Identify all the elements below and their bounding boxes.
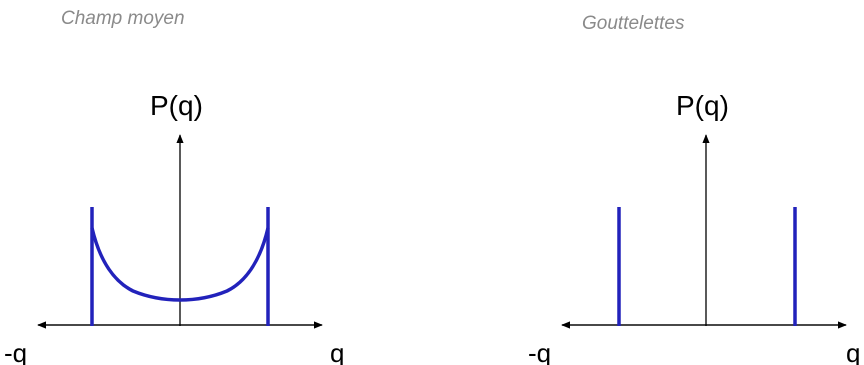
y-axis-label-right-panel: P(q) <box>676 90 729 121</box>
distribution-curve-mean-field <box>90 207 270 326</box>
panel-left: P(q) -q q <box>4 90 344 365</box>
x-axis-label-negative: -q <box>4 338 27 365</box>
x-axis-label-positive-right-panel: q <box>846 338 860 365</box>
y-axis-label: P(q) <box>150 90 203 121</box>
panel-right: P(q) -q q <box>528 90 860 365</box>
panel-title-gouttelettes: Gouttelettes <box>582 13 685 34</box>
x-axis-label-negative-right-panel: -q <box>528 338 551 365</box>
x-axis-label-positive: q <box>330 338 344 365</box>
delta-peaks-droplets <box>617 207 797 326</box>
panel-title-champ-moyen: Champ moyen <box>61 8 185 29</box>
